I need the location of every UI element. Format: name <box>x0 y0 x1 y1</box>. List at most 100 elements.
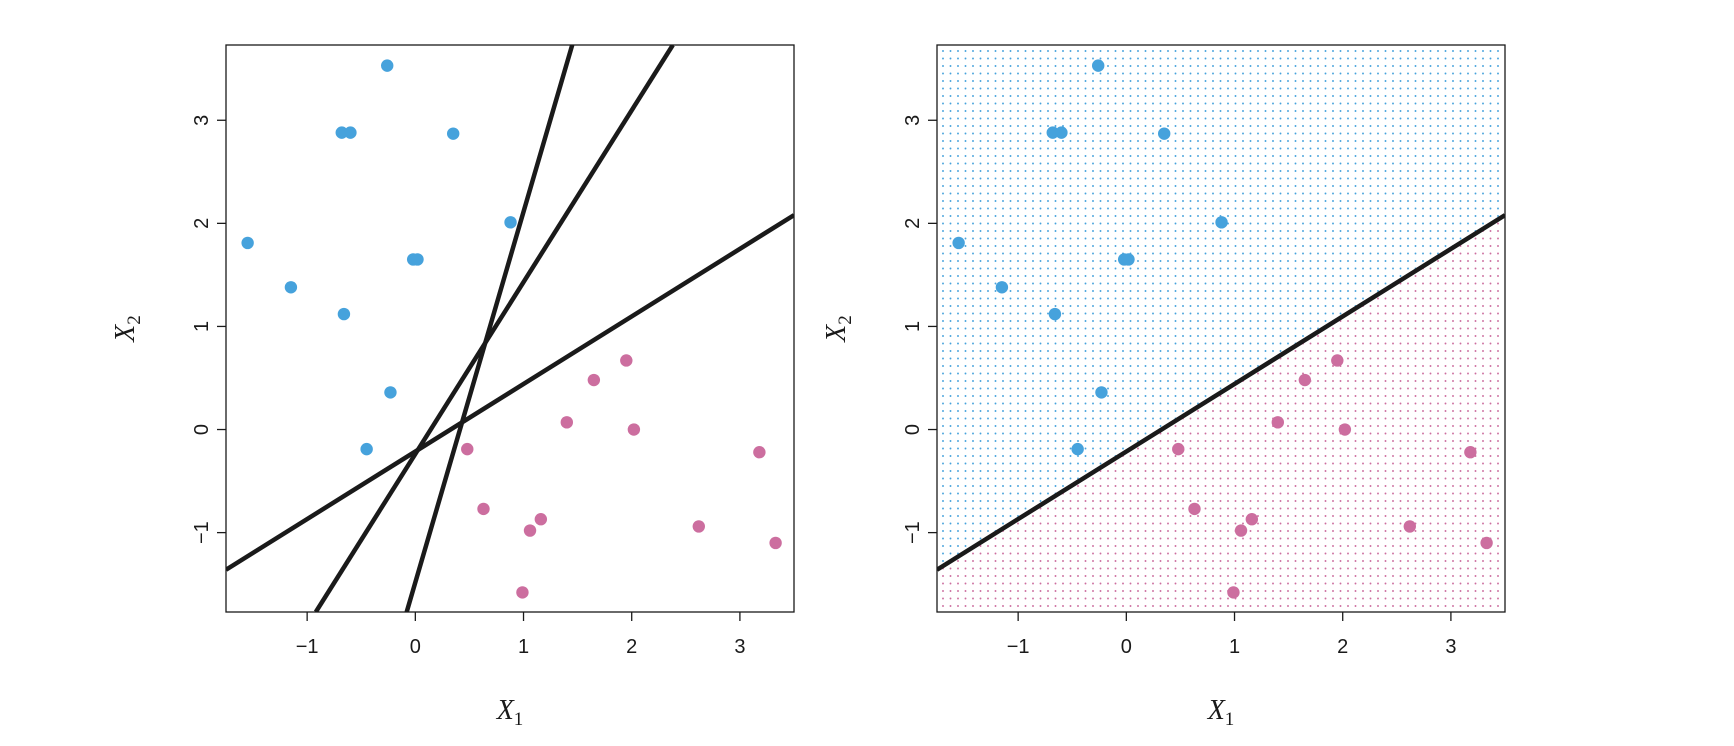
region-dot <box>1287 410 1289 412</box>
region-dot <box>1152 275 1154 277</box>
region-dot <box>1092 500 1094 502</box>
region-dot <box>1204 162 1207 165</box>
region-dot <box>1354 132 1357 135</box>
region-dot <box>1114 155 1117 157</box>
region-dot <box>972 170 974 172</box>
region-dot <box>1249 500 1252 502</box>
region-dot <box>1227 522 1229 525</box>
region-dot <box>1339 267 1342 270</box>
region-dot <box>1324 110 1327 112</box>
region-dot <box>1167 492 1169 495</box>
region-dot <box>1017 320 1019 322</box>
region-dot <box>1032 530 1034 532</box>
region-dot <box>1317 492 1319 495</box>
region-dot <box>1152 350 1154 352</box>
region-dot <box>1017 327 1019 330</box>
region-dot <box>1279 432 1282 435</box>
region-dot <box>1069 440 1072 442</box>
region-dot <box>1392 155 1394 157</box>
region-dot <box>1189 305 1192 307</box>
region-dot <box>1324 162 1327 165</box>
region-dot <box>1347 57 1349 60</box>
region-dot <box>994 95 997 97</box>
region-dot <box>1452 327 1454 330</box>
region-dot <box>1054 80 1057 82</box>
region-dot <box>1302 432 1304 435</box>
region-dot <box>1084 305 1087 307</box>
region-dot <box>1249 507 1252 510</box>
region-dot <box>1369 447 1372 450</box>
region-dot <box>1264 80 1267 82</box>
region-dot <box>1137 237 1139 240</box>
region-dot <box>1257 110 1259 112</box>
region-dot <box>1482 342 1484 345</box>
region-dot <box>1257 222 1259 225</box>
region-dot <box>1324 132 1327 135</box>
region-dot <box>1407 185 1409 187</box>
data-point-class-2 <box>620 354 633 367</box>
region-dot <box>1189 125 1192 127</box>
region-dot <box>1197 252 1199 255</box>
region-dot <box>1077 80 1079 82</box>
region-dot <box>1122 522 1124 525</box>
region-dot <box>1437 335 1439 337</box>
region-dot <box>1347 447 1349 450</box>
region-dot <box>1159 507 1162 510</box>
region-dot <box>1384 477 1387 480</box>
region-dot <box>979 425 982 427</box>
region-dot <box>1422 485 1424 487</box>
region-dot <box>1174 515 1177 517</box>
region-dot <box>1489 282 1492 285</box>
region-dot <box>964 170 967 172</box>
region-dot <box>1017 507 1019 510</box>
region-dot <box>1092 507 1094 510</box>
region-dot <box>1347 365 1349 367</box>
region-dot <box>1009 455 1012 457</box>
region-dot <box>1339 57 1342 60</box>
region-dot <box>1407 117 1409 120</box>
region-dot <box>1084 102 1087 105</box>
region-dot <box>1189 155 1192 157</box>
region-dot <box>1414 50 1417 52</box>
region-dot <box>979 200 982 202</box>
region-dot <box>987 162 989 165</box>
region-dot <box>1227 357 1229 360</box>
region-dot <box>1039 342 1042 345</box>
region-dot <box>1144 207 1147 210</box>
region-dot <box>1429 192 1432 195</box>
region-dot <box>1159 335 1162 337</box>
region-dot <box>1039 432 1042 435</box>
region-dot <box>1174 162 1177 165</box>
region-dot <box>994 80 997 82</box>
region-dot <box>1302 102 1304 105</box>
region-dot <box>1467 275 1469 277</box>
region-dot <box>1429 140 1432 142</box>
region-dot <box>1392 290 1394 292</box>
region-dot <box>1159 455 1162 457</box>
region-dot <box>1144 402 1147 405</box>
region-dot <box>1279 365 1282 367</box>
region-dot <box>1264 222 1267 225</box>
region-dot <box>1249 215 1252 217</box>
region-dot <box>1287 297 1289 300</box>
region-dot <box>1332 207 1334 210</box>
region-dot <box>1219 357 1222 360</box>
region-dot <box>1362 462 1364 465</box>
region-dot <box>1219 147 1222 150</box>
region-dot <box>1054 425 1057 427</box>
region-dot <box>1257 350 1259 352</box>
region-dot <box>1099 530 1102 532</box>
region-dot <box>1242 350 1244 352</box>
region-dot <box>1249 290 1252 292</box>
region-dot <box>1182 410 1184 412</box>
region-dot <box>1212 155 1214 157</box>
region-dot <box>964 432 967 435</box>
region-dot <box>1144 320 1147 322</box>
region-dot <box>1024 237 1027 240</box>
region-dot <box>1272 207 1274 210</box>
region-dot <box>1219 87 1222 90</box>
region-dot <box>1294 447 1297 450</box>
region-dot <box>1324 260 1327 262</box>
region-dot <box>1294 95 1297 97</box>
region-dot <box>1069 117 1072 120</box>
